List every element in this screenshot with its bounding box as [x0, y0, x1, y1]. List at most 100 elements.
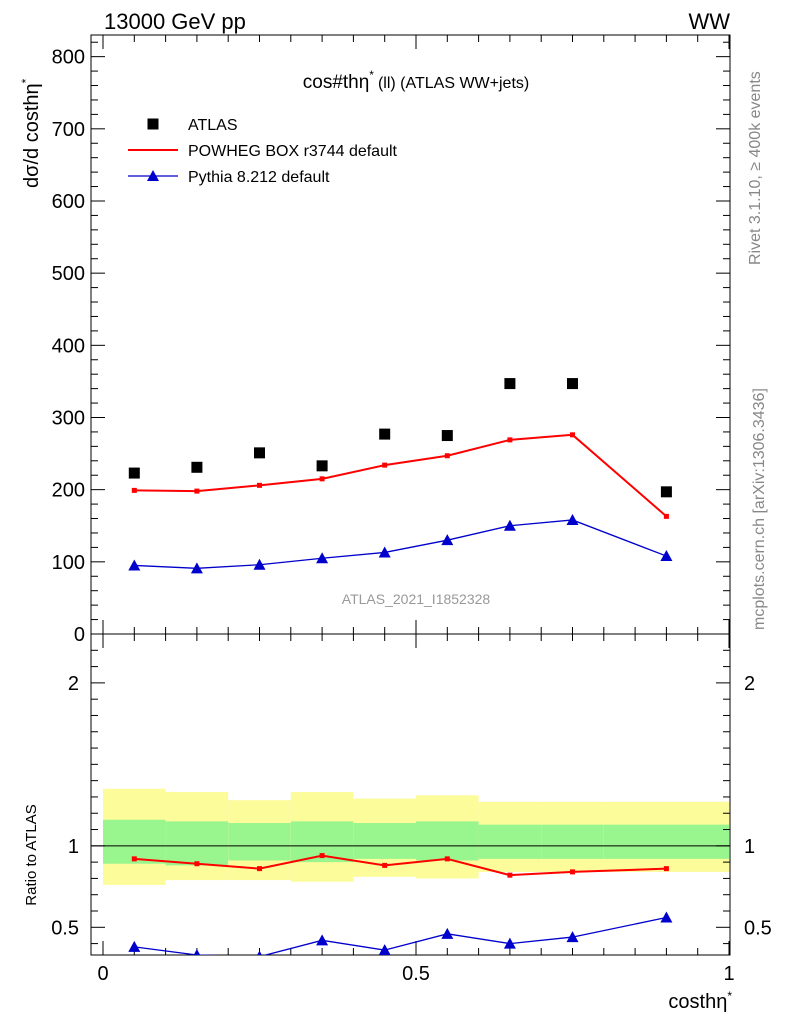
- ratio-pythia-point-7: [566, 931, 579, 943]
- atlas-point-7: [567, 378, 578, 390]
- ratio-tick-label-r-1: 1: [744, 836, 755, 858]
- title-main: cos#thη: [303, 72, 370, 93]
- band-stat-4: [353, 823, 416, 859]
- ratio-powheg-point-6: [507, 872, 513, 878]
- atlas-point-3: [316, 460, 328, 472]
- ratio-pythia-point-6: [503, 937, 516, 949]
- x-axis-label-sup: *: [727, 989, 732, 1003]
- powheg-point-6: [507, 437, 513, 443]
- y-axis-label-text: dσ/d costhη: [21, 83, 43, 188]
- ratio-powheg-point-2: [257, 866, 262, 872]
- legend: ATLAS POWHEG BOX r3744 default Pythia 8.21…: [128, 117, 398, 186]
- header-left: 13000 GeV pp: [104, 9, 246, 34]
- pythia-point-0: [128, 559, 141, 571]
- band-stat-7: [541, 824, 604, 859]
- powheg-point-3: [319, 476, 325, 482]
- pythia-point-3: [316, 552, 329, 564]
- y-tick-label-4: 400: [52, 335, 85, 357]
- ratio-tick-label-0: 0.5: [51, 917, 79, 939]
- ratio-y-label: Ratio to ATLAS: [23, 804, 40, 905]
- atlas-point-4: [379, 428, 391, 440]
- powheg-point-5: [444, 453, 450, 459]
- title-sup: *: [369, 68, 374, 82]
- ratio-pythia-point-2: [257, 950, 262, 955]
- ratio-pythia-point-3: [316, 934, 329, 946]
- ratio-powheg-point-3: [319, 853, 325, 859]
- pythia-point-6: [503, 519, 516, 531]
- y-tick-label-1: 100: [52, 552, 85, 574]
- legend-label-1: POWHEG BOX r3744 default: [188, 143, 398, 160]
- x-tick-label-2: 1: [723, 963, 734, 985]
- y-tick-label-5: 500: [52, 263, 85, 285]
- band-stat-1: [165, 821, 229, 866]
- atlas-point-1: [191, 461, 203, 473]
- atlas-point-2: [254, 447, 265, 459]
- header-right: WW: [688, 9, 730, 34]
- ratio-powheg-point-1: [194, 861, 200, 867]
- band-stat-5: [416, 821, 479, 861]
- watermark: ATLAS_2021_I1852328: [342, 591, 491, 607]
- band-stat-8: [603, 824, 729, 859]
- band-stat-6: [478, 824, 542, 859]
- legend-marker-pythia: [147, 170, 159, 181]
- ratio-powheg-point-8: [663, 866, 669, 872]
- pythia-line: [134, 519, 667, 569]
- data-series: [128, 378, 673, 955]
- powheg-point-4: [382, 462, 388, 468]
- y-tick-label-6: 600: [52, 191, 85, 213]
- pythia-point-5: [441, 534, 454, 546]
- y-axis-label-sup: *: [19, 78, 33, 83]
- ratio-powheg-point-7: [570, 869, 575, 875]
- powheg-point-8: [663, 513, 669, 519]
- y-tick-label-0: 0: [74, 624, 85, 646]
- plot-title: cos#thη* (ll) (ATLAS WW+jets): [303, 68, 529, 93]
- ratio-pythia-point-5: [441, 927, 454, 939]
- powheg-point-1: [194, 488, 200, 494]
- pythia-point-4: [378, 546, 391, 558]
- ratio-frame: [90, 633, 731, 956]
- ratio-tick-label-r-0: 0.5: [744, 917, 772, 939]
- atlas-point-8: [660, 486, 672, 498]
- ratio-pythia-line: [134, 916, 667, 955]
- x-axis-label: costhη*: [668, 989, 732, 1013]
- ratio-powheg-point-5: [444, 856, 450, 862]
- ratio-pythia-point-8: [660, 911, 673, 923]
- pythia-point-1: [190, 562, 203, 574]
- ratio-tick-label-1: 1: [68, 836, 79, 858]
- pythia-point-7: [566, 513, 579, 525]
- ratio-tick-label-r-2: 2: [744, 673, 755, 695]
- atlas-point-6: [504, 378, 516, 390]
- legend-label-2: Pythia 8.212 default: [188, 169, 330, 186]
- legend-marker-atlas: [147, 118, 159, 130]
- title-rest: (ll) (ATLAS WW+jets): [378, 75, 529, 92]
- pythia-point-2: [253, 558, 266, 570]
- powheg-point-7: [570, 432, 575, 438]
- ratio-tick-label-2: 2: [68, 673, 79, 695]
- atlas-point-0: [128, 467, 140, 479]
- legend-label-0: ATLAS: [188, 117, 238, 134]
- powheg-line: [134, 433, 668, 518]
- axes: 0 100 200 300 400 500 600 700 800 0.5 0.5 1 1 2 2 0 0.5 1: [51, 34, 772, 985]
- y-tick-label-2: 200: [52, 480, 85, 502]
- ratio-pythia-point-4: [378, 944, 391, 955]
- rivet-label: Rivet 3.1.10, ≥ 400k events: [747, 71, 764, 265]
- powheg-point-2: [257, 482, 262, 488]
- x-axis-label-text: costhη: [668, 991, 727, 1013]
- y-tick-label-7: 700: [52, 119, 85, 141]
- ratio-powheg-point-4: [382, 862, 388, 868]
- atlas-point-5: [441, 430, 453, 442]
- y-tick-label-8: 800: [52, 47, 85, 69]
- pythia-point-8: [660, 550, 673, 562]
- y-tick-label-3: 300: [52, 407, 85, 429]
- y-axis-label: dσ/d costhη*: [19, 78, 43, 188]
- powheg-point-0: [131, 487, 137, 493]
- band-stat-2: [228, 823, 291, 861]
- ratio-pythia-point-1: [193, 949, 201, 955]
- mcplots-label: mcplots.cern.ch [arXiv:1306.3436]: [751, 388, 768, 630]
- x-tick-label-0: 0: [97, 963, 108, 985]
- ratio-powheg-point-0: [131, 856, 137, 862]
- x-tick-label-1: 0.5: [402, 963, 430, 985]
- ratio-curves: [128, 853, 673, 955]
- ratio-pythia-point-0: [128, 940, 141, 952]
